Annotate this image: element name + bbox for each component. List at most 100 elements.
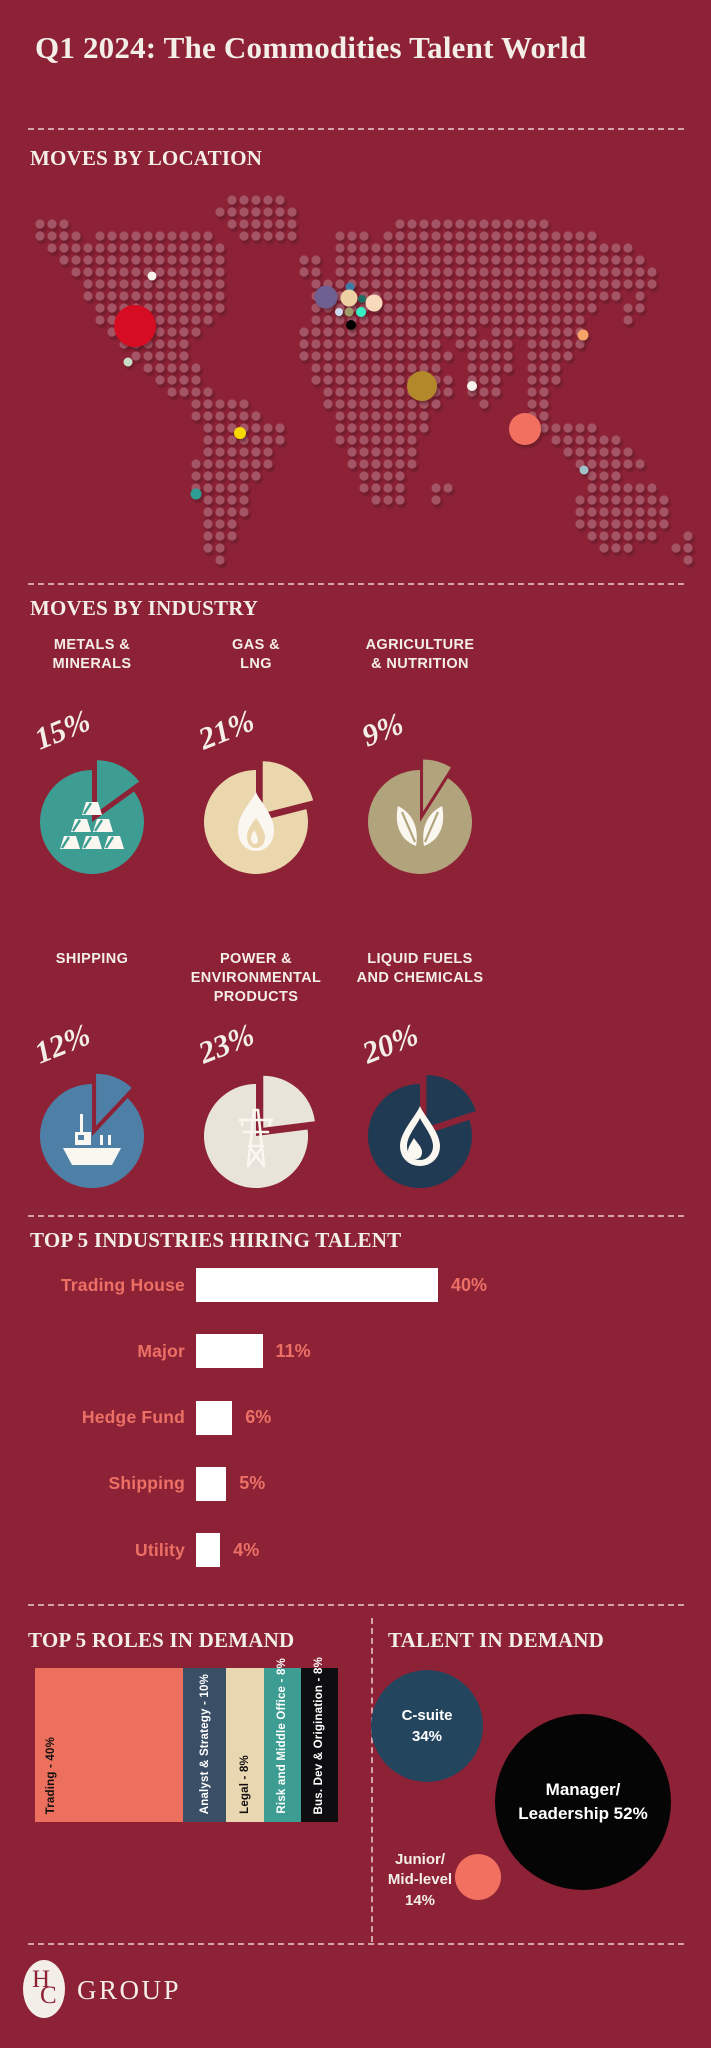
logo-monogram-c: C [40, 1982, 57, 2009]
ship-icon [63, 1114, 121, 1165]
pie-exploded-slice [426, 1075, 476, 1128]
role-segment-bus-dev-origination: Bus. Dev & Origination - 8% [300, 1657, 338, 1822]
pie-svg-gas-lng [204, 761, 314, 874]
map-markers [114, 271, 589, 500]
map-marker-yellow-small [234, 427, 246, 439]
pie-svg-liquid-fuels-chemicals [367, 1075, 476, 1188]
bar-value-label: 11% [275, 1340, 311, 1361]
bar [196, 1268, 438, 1302]
bar-category-label: Utility [134, 1539, 185, 1560]
map-marker-red-large [114, 305, 156, 347]
map-marker-teal-small [190, 488, 202, 500]
divider [28, 128, 684, 130]
map-marker-peach-small [577, 329, 589, 341]
bubble-manager-leadership: Manager/Leadership 52% [495, 1714, 671, 1890]
bar-category-label: Shipping [108, 1473, 185, 1494]
pie-figure: 20% [338, 1014, 502, 1224]
bar-value-label: 5% [239, 1473, 266, 1494]
map-marker-pale-green-small [123, 357, 133, 367]
bar-row-hedge-fund: Hedge Fund 6% [35, 1400, 272, 1435]
bubble-outside-label: Junior/Mid-level 14% [387, 1851, 453, 1909]
droplet-icon [400, 1106, 440, 1166]
bar-value-label: 4% [233, 1539, 260, 1560]
pie-category-label: METALS & MINERALS [52, 637, 132, 672]
pie-figure: 21% [174, 700, 338, 910]
pie-gas-lng: GAS & LNG 21% [174, 636, 338, 910]
logo-wordmark: GROUP [77, 1975, 182, 2005]
bar [196, 1334, 263, 1369]
pie-shipping: SHIPPING 12% [10, 950, 174, 1224]
bar-category-label: Major [137, 1340, 185, 1361]
bubble-label: Manager/Leadership 52% [518, 1780, 648, 1823]
section-heading-hiring: TOP 5 INDUSTRIES HIRING TALENT [30, 1228, 402, 1252]
role-segment-legal: Legal - 8% [226, 1668, 264, 1822]
pie-figure: 15% [10, 700, 174, 910]
bubble-junior-mid-level [455, 1854, 501, 1900]
divider-vertical [371, 1618, 373, 1942]
role-segment-risk-middle-office: Risk and Middle Office - 8% [263, 1658, 301, 1822]
pie-svg-agriculture-nutrition [368, 759, 473, 874]
map-marker-white-small-1 [147, 271, 157, 281]
bar-value-label: 6% [245, 1407, 272, 1427]
map-marker-light-blue-small [579, 465, 589, 475]
plant-icon [396, 806, 444, 846]
map-marker-purple-medium [314, 285, 338, 309]
pie-exploded-slice [423, 759, 451, 812]
talent-bubble-chart: C-suite 34% Manager/Leadership 52% Junior/M… [371, 1650, 711, 1942]
bar-category-label: Hedge Fund [81, 1407, 185, 1427]
map-marker-olive-small [344, 307, 354, 317]
world-dot-map [0, 190, 711, 585]
bar-row-utility: Utility 4% [35, 1533, 259, 1567]
bar-row-major: Major 11% [35, 1334, 311, 1369]
map-dots [35, 195, 693, 565]
bar [196, 1533, 221, 1567]
section-heading-location: MOVES BY LOCATION [30, 146, 263, 170]
role-segment-label: Risk and Middle Office - 8% [276, 1658, 289, 1814]
map-marker-salmon-large [509, 413, 541, 445]
hiring-bar-chart: Trading House 40% Major 11% Hedge Fund 6% Ship… [35, 1258, 685, 1588]
bar [196, 1466, 227, 1501]
map-marker-dark-teal-small [358, 295, 366, 303]
pie-power-environmental: POWER & ENVIRONMENTAL PRODUCTS 23% [174, 950, 338, 1224]
pie-category-label: LIQUID FUELS AND CHEMICALS [356, 951, 484, 986]
pie-liquid-fuels-chemicals: LIQUID FUELS AND CHEMICALS 20% [338, 950, 502, 1224]
map-marker-white-small-2 [467, 381, 477, 391]
pie-body [368, 770, 473, 874]
industry-pie-grid: METALS & MINERALS 15% GAS & LNG 21% AGRICULTUR… [10, 636, 504, 1224]
pie-category-label: GAS & LNG [232, 637, 280, 672]
pie-category-label: SHIPPING [55, 951, 129, 967]
bar-value-label: 40% [451, 1274, 488, 1295]
map-marker-tan-medium [340, 289, 358, 307]
pie-metals-minerals: METALS & MINERALS 15% [10, 636, 174, 910]
pie-body [40, 1084, 145, 1188]
divider [28, 1943, 684, 1945]
map-marker-lavender-small [335, 308, 343, 316]
pie-svg-power-environmental [204, 1075, 315, 1188]
pie-exploded-slice [263, 1075, 315, 1128]
page-title: Q1 2024: The Commodities Talent World [35, 30, 587, 65]
pie-figure: 12% [10, 1014, 174, 1224]
logo-monogram-h: H [32, 1966, 51, 1993]
flame-icon [238, 792, 274, 851]
section-heading-talent: TALENT IN DEMAND [388, 1628, 604, 1652]
map-marker-cream-medium [365, 294, 383, 312]
divider [28, 1604, 684, 1606]
map-marker-black-small [346, 320, 356, 330]
divider [28, 583, 684, 585]
bar [196, 1400, 233, 1435]
section-heading-industry: MOVES BY INDUSTRY [30, 596, 259, 620]
bar-row-shipping: Shipping 5% [35, 1466, 266, 1501]
bar-row-trading-house: Trading House 40% [35, 1268, 487, 1302]
roles-stacked-bar: Trading - 40% Analyst & Strategy - 10% Leg… [35, 1657, 338, 1822]
role-segment-label: Legal - 8% [239, 1755, 252, 1814]
pie-exploded-slice [262, 761, 314, 814]
role-segment-label: Bus. Dev & Origination - 8% [313, 1656, 326, 1814]
map-marker-mint-small [356, 307, 366, 317]
bubble-label: C-suite 34% [401, 1707, 453, 1745]
pie-body [204, 1084, 309, 1188]
pie-exploded-slice [96, 760, 140, 813]
pie-svg-shipping [40, 1073, 145, 1188]
pylon-icon [238, 1108, 274, 1168]
bubble-c-suite: C-suite 34% [371, 1670, 483, 1782]
